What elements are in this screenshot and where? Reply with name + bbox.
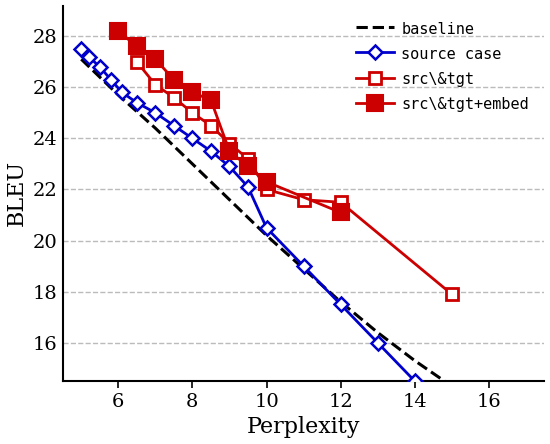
src\&tgt+embed xyxy=(226,148,233,154)
src\&tgt+embed xyxy=(189,90,196,95)
src\&tgt xyxy=(152,82,158,87)
baseline xyxy=(375,330,381,335)
baseline xyxy=(115,92,122,98)
source case xyxy=(263,225,270,230)
Line: baseline: baseline xyxy=(81,59,452,386)
Line: src\&tgt+embed: src\&tgt+embed xyxy=(111,24,348,220)
Legend: baseline, source case, src\&tgt, src\&tgt+embed: baseline, source case, src\&tgt, src\&tg… xyxy=(348,13,537,120)
src\&tgt xyxy=(263,187,270,192)
Y-axis label: BLEU: BLEU xyxy=(6,160,28,226)
src\&tgt+embed xyxy=(245,164,251,169)
source case xyxy=(337,302,344,307)
source case xyxy=(170,123,177,128)
source case xyxy=(78,46,85,52)
baseline xyxy=(300,266,307,271)
src\&tgt xyxy=(337,200,344,205)
source case xyxy=(119,90,125,95)
source case xyxy=(152,110,158,115)
src\&tgt xyxy=(226,141,233,146)
baseline xyxy=(152,126,158,131)
source case xyxy=(226,164,233,169)
baseline xyxy=(78,56,85,62)
baseline xyxy=(337,299,344,305)
src\&tgt+embed xyxy=(170,77,177,82)
X-axis label: Perplexity: Perplexity xyxy=(247,416,360,438)
src\&tgt+embed xyxy=(152,56,158,62)
source case xyxy=(134,100,140,105)
src\&tgt xyxy=(189,110,196,115)
source case xyxy=(411,378,418,384)
source case xyxy=(300,263,307,269)
src\&tgt xyxy=(170,95,177,100)
src\&tgt+embed xyxy=(134,44,140,49)
source case xyxy=(96,64,103,70)
src\&tgt+embed xyxy=(263,179,270,185)
baseline xyxy=(189,161,196,166)
src\&tgt+embed xyxy=(115,28,122,34)
src\&tgt+embed xyxy=(337,210,344,215)
source case xyxy=(85,54,92,59)
src\&tgt xyxy=(134,59,140,64)
source case xyxy=(108,77,114,82)
source case xyxy=(189,136,196,141)
source case xyxy=(245,184,251,190)
Line: source case: source case xyxy=(76,44,420,386)
baseline xyxy=(411,358,418,363)
baseline xyxy=(448,384,455,389)
src\&tgt xyxy=(448,292,455,297)
src\&tgt+embed xyxy=(208,97,214,103)
Line: src\&tgt: src\&tgt xyxy=(130,56,458,301)
src\&tgt xyxy=(300,197,307,202)
baseline xyxy=(226,197,233,202)
src\&tgt xyxy=(245,156,251,162)
source case xyxy=(208,148,214,154)
baseline xyxy=(263,233,270,238)
source case xyxy=(375,340,381,345)
src\&tgt xyxy=(208,123,214,128)
